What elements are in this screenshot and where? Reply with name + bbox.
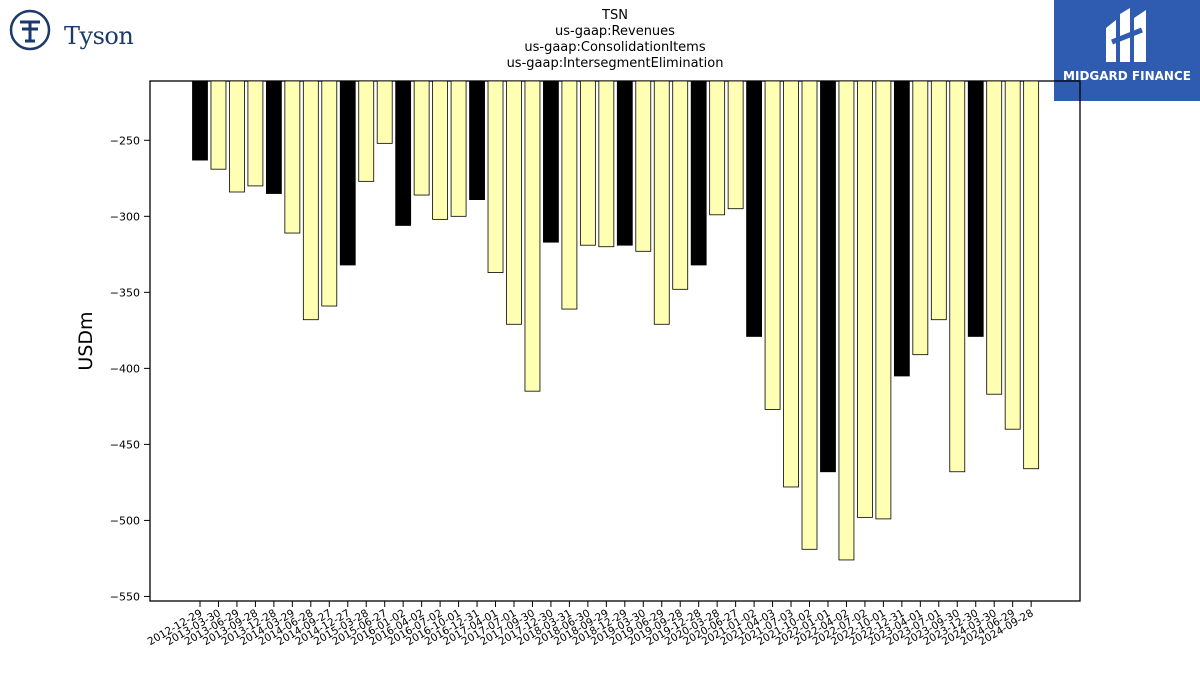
bar [450, 80, 467, 217]
bar [339, 80, 356, 266]
bar [672, 80, 689, 290]
bar [579, 80, 596, 246]
chart-title-line-2: us-gaap:Revenues [555, 24, 675, 39]
bar [727, 80, 744, 210]
bar [265, 80, 282, 194]
bar [432, 80, 449, 220]
chart-title-line-4: us-gaap:IntersegmentElimination [506, 56, 724, 71]
bar [893, 80, 910, 377]
tyson-wordmark: Tyson [64, 22, 134, 50]
bar [543, 80, 559, 243]
y-tick-label: −500 [110, 514, 140, 527]
bar [524, 80, 541, 392]
bar [284, 80, 301, 234]
bar [487, 80, 504, 273]
bar [857, 80, 873, 518]
plot-frame [149, 80, 1081, 602]
bar [746, 80, 762, 337]
bar [949, 80, 966, 473]
bar [635, 80, 652, 252]
bar [1004, 80, 1021, 430]
bar [192, 80, 208, 161]
bar [395, 80, 412, 226]
bar [1023, 80, 1040, 470]
bar [690, 80, 707, 266]
bar [967, 80, 984, 337]
bar [616, 80, 633, 246]
bar [247, 80, 264, 187]
y-tick-label: −400 [110, 362, 140, 375]
bar [930, 80, 947, 321]
chart-title-line-3: us-gaap:ConsolidationItems [524, 40, 706, 55]
bar [875, 80, 892, 520]
y-tick-label: −250 [110, 134, 140, 147]
bar [764, 80, 781, 410]
bar [653, 80, 670, 325]
midgard-finance-logo: MIDGARD FINANCE [1054, 0, 1200, 101]
bar [598, 80, 615, 248]
y-tick-label: −550 [110, 590, 140, 603]
bar [709, 80, 726, 216]
bar [210, 80, 227, 170]
bar [376, 80, 393, 144]
bar [358, 80, 375, 182]
bar [413, 80, 430, 196]
bar [801, 80, 818, 550]
y-axis-label: USDm [75, 311, 97, 370]
y-tick-label: −450 [110, 438, 140, 451]
bar [912, 80, 929, 356]
tyson-emblem-icon [9, 9, 51, 51]
tyson-logo: Tyson [8, 8, 138, 52]
bar [302, 80, 319, 321]
bar [321, 80, 338, 307]
midgard-emblem-icon [1106, 8, 1146, 62]
bar [469, 80, 485, 200]
bar [820, 80, 836, 473]
bar [229, 80, 245, 193]
y-tick-label: −350 [110, 286, 140, 299]
midgard-wordmark: MIDGARD FINANCE [1063, 69, 1191, 83]
bar [986, 80, 1003, 395]
bar [561, 80, 578, 310]
bar [783, 80, 799, 488]
bar [838, 80, 855, 561]
chart-title-line-1: TSN [602, 8, 628, 23]
y-tick-label: −300 [110, 210, 140, 223]
bar [506, 80, 522, 325]
